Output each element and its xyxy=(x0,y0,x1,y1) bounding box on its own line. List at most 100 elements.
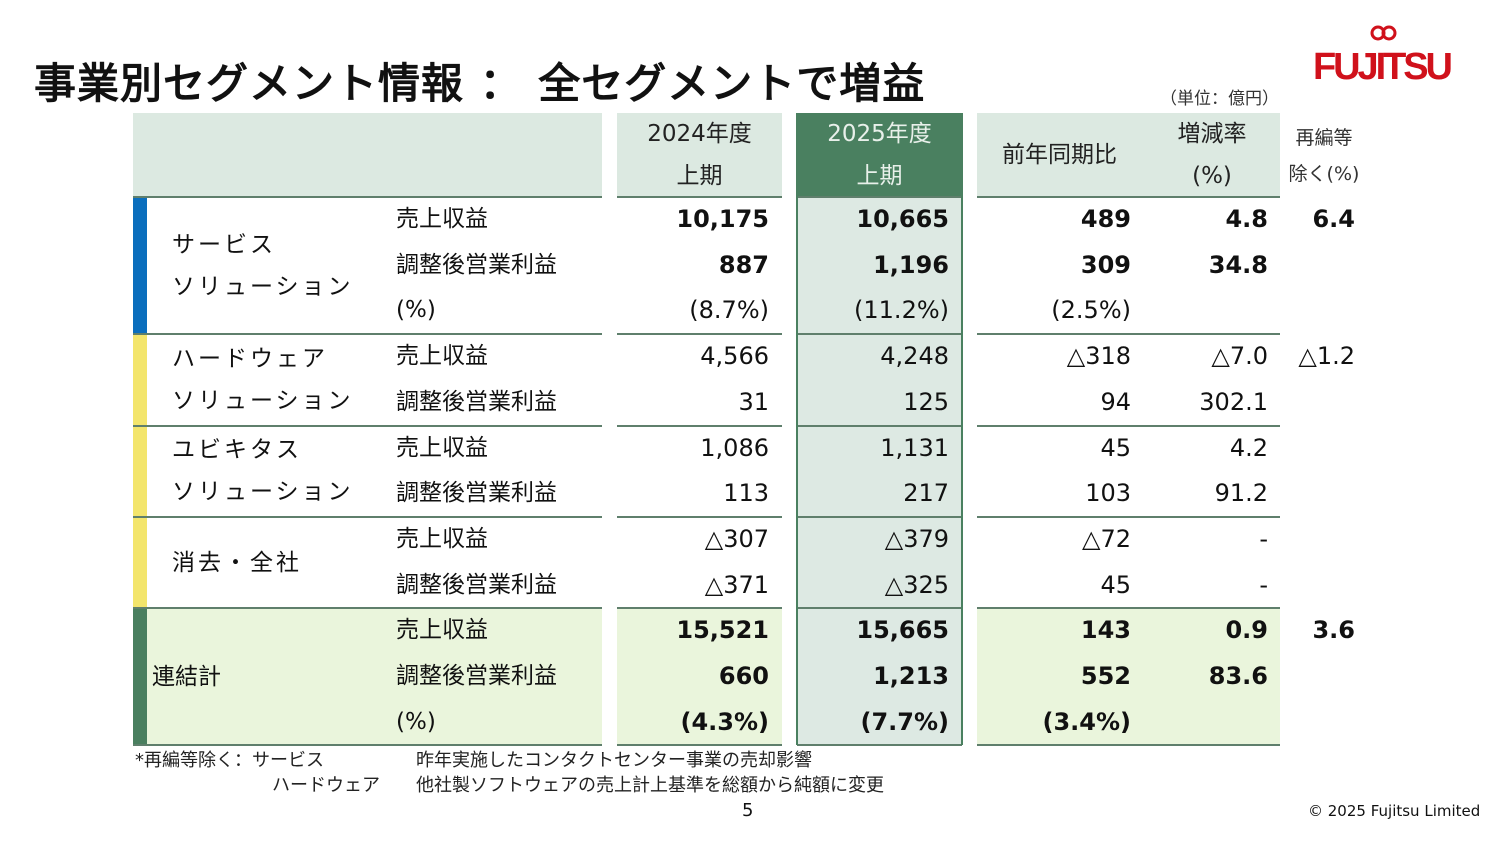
rate-value: △7.0 xyxy=(1211,342,1268,371)
row-divider xyxy=(977,196,1280,198)
yoy-value: 309 xyxy=(1080,250,1131,279)
header-excl: 再編等 除く(%) xyxy=(1283,120,1365,192)
fy2024-value: △371 xyxy=(704,570,769,599)
yoy-value: (3.4%) xyxy=(1042,707,1132,736)
fy2024-bg xyxy=(617,197,782,335)
fy2025-bg xyxy=(797,197,962,335)
fy2025-value: 217 xyxy=(903,479,949,508)
row-label: (%) xyxy=(396,297,436,324)
header-yoy: 前年同期比 xyxy=(1002,142,1117,168)
fy2024-value: 887 xyxy=(718,250,769,279)
footnote-line1-text: 昨年実施したコンタクトセンター事業の売却影響 xyxy=(416,750,812,771)
fy2024-value: △307 xyxy=(704,524,769,553)
fy2024-bg xyxy=(617,425,782,517)
row-divider xyxy=(133,515,602,518)
header-fy2025-line2: 上期 xyxy=(856,163,903,189)
rate-value: 302.1 xyxy=(1199,387,1268,416)
fy2025-value: 1,131 xyxy=(880,433,949,462)
fy2024-value: 10,175 xyxy=(676,205,769,233)
fy2024-value: 660 xyxy=(718,662,769,690)
yoy-value: 45 xyxy=(1100,433,1131,462)
footnote-line1-label: *再編等除く：サービス xyxy=(135,750,324,771)
row-divider xyxy=(797,424,962,427)
page-number: 5 xyxy=(742,800,754,821)
segment-name: ソリューション xyxy=(172,273,354,300)
fy2025-bg xyxy=(797,425,962,517)
segment-color-bar xyxy=(133,608,147,746)
row-divider xyxy=(133,744,602,747)
segment-name: ソリューション xyxy=(172,387,354,414)
segment-color-bar xyxy=(133,197,147,335)
fy2025-bg xyxy=(797,334,962,426)
row-divider xyxy=(977,744,1280,747)
row-divider xyxy=(977,333,1280,336)
segment-color-bar xyxy=(133,425,147,517)
segment-name: ソリューション xyxy=(172,479,354,506)
rate-value: 91.2 xyxy=(1214,479,1268,508)
fy2025-value: 1,213 xyxy=(873,662,949,690)
fy2025-value: (11.2%) xyxy=(854,296,949,325)
row-divider xyxy=(797,333,962,336)
row-label: 調整後営業利益 xyxy=(396,388,557,415)
fujitsu-logo: FUJITSU xyxy=(1313,25,1453,88)
header-excl-line2: 除く(%) xyxy=(1288,163,1360,185)
row-label: 調整後営業利益 xyxy=(396,571,557,598)
row-divider xyxy=(617,515,782,518)
row-divider xyxy=(133,424,602,427)
fy2025-value: (7.7%) xyxy=(860,707,950,736)
yoy-value: 94 xyxy=(1100,387,1131,416)
header-fy2025: 2025年度 上期 xyxy=(797,113,962,197)
unit-label: （単位：億円） xyxy=(1160,89,1279,109)
row-label: 売上収益 xyxy=(396,206,488,232)
rate-value: 0.9 xyxy=(1225,616,1268,645)
yoy-value: 143 xyxy=(1080,616,1131,645)
rate-value: - xyxy=(1259,524,1268,553)
segment-label-bg xyxy=(133,425,602,517)
rate-value: 4.2 xyxy=(1229,433,1268,462)
row-divider xyxy=(617,333,782,336)
rate-value: 4.8 xyxy=(1225,205,1268,233)
header-fy2024-line2: 上期 xyxy=(676,163,723,189)
fy2025-value: △325 xyxy=(884,570,949,599)
fy2024-value: 113 xyxy=(723,479,769,508)
header-rate-line2: (%) xyxy=(1192,163,1232,189)
header-excl-line1: 再編等 xyxy=(1295,127,1353,149)
row-label: 売上収益 xyxy=(396,617,488,644)
footnote-line2-text: 他社製ソフトウェアの売上計上基準を総額から純額に変更 xyxy=(416,775,884,796)
segment-color-bar xyxy=(133,334,147,426)
fy2024-value: 15,521 xyxy=(676,616,769,645)
header-fy2025-line1: 2025年度 xyxy=(827,121,932,147)
row-label: 調整後営業利益 xyxy=(396,480,557,507)
segment-label-bg xyxy=(133,608,602,746)
fy2024-bg xyxy=(617,608,782,746)
yoy-value: (2.5%) xyxy=(1051,296,1131,325)
fy2024-value: 4,566 xyxy=(700,342,769,371)
segment-color-bar xyxy=(133,516,147,609)
fy2025-bg xyxy=(797,608,962,746)
segment-name: ハードウェア xyxy=(172,345,328,372)
yoy-value: 45 xyxy=(1100,570,1131,599)
footnote-line2-label: ハードウェア xyxy=(272,775,380,796)
fy2025-border-left xyxy=(796,113,798,746)
row-divider xyxy=(617,744,782,747)
row-divider xyxy=(977,515,1280,518)
row-divider xyxy=(977,424,1280,427)
row-divider xyxy=(617,607,782,610)
fy2025-value: △379 xyxy=(884,524,949,553)
fy2025-value: 125 xyxy=(903,387,949,416)
segment-name: 消去・全社 xyxy=(172,549,302,576)
row-divider xyxy=(977,607,1280,610)
row-divider xyxy=(133,333,602,336)
segment-label-bg xyxy=(133,197,602,335)
header-rate: 増減率 (%) xyxy=(1147,113,1277,197)
yoy-value: △72 xyxy=(1082,524,1131,553)
compare-bg xyxy=(977,425,1280,517)
row-divider xyxy=(133,196,602,198)
row-divider xyxy=(797,196,962,198)
rate-value: 34.8 xyxy=(1208,250,1268,279)
yoy-value: △318 xyxy=(1066,342,1131,371)
page-title: 事業別セグメント情報 ： 全セグメントで増益 xyxy=(34,59,926,108)
row-label: (%) xyxy=(396,708,436,735)
fy2024-value: 1,086 xyxy=(700,433,769,462)
segment-name: サービス xyxy=(172,231,276,258)
